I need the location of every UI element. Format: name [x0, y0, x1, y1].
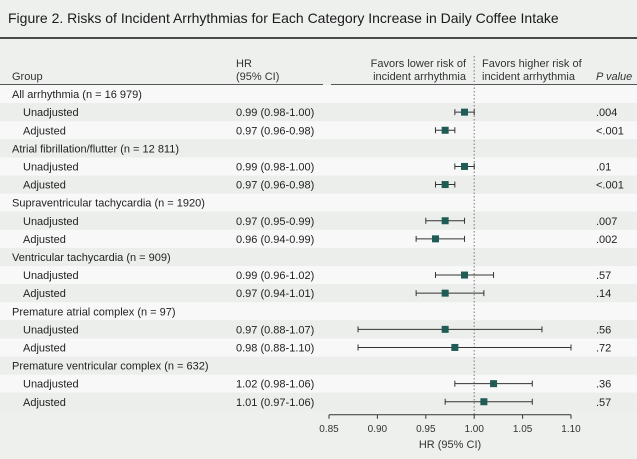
- row-stripe: [0, 284, 637, 303]
- point-estimate-marker: [441, 325, 449, 333]
- hr-ci-value: 0.99 (0.98-1.00): [236, 107, 314, 119]
- figure-title: Figure 2. Risks of Incident Arrhythmias …: [8, 10, 559, 26]
- row-stripe: [0, 302, 637, 321]
- hr-ci-value: 0.97 (0.94-1.01): [236, 288, 314, 300]
- row-label: Adjusted: [23, 342, 66, 354]
- p-value: <.001: [596, 180, 624, 192]
- row-label: Unadjusted: [23, 270, 79, 282]
- hr-ci-value: 1.01 (0.97-1.06): [236, 397, 314, 409]
- row-label: Unadjusted: [23, 161, 79, 173]
- hr-ci-value: 0.99 (0.96-1.02): [236, 270, 314, 282]
- row-stripe: [0, 338, 637, 357]
- favors-lower-header-line2: incident arrhythmia: [373, 71, 467, 83]
- row-stripe: [0, 374, 637, 393]
- hr-ci-value: 0.99 (0.98-1.00): [236, 161, 314, 173]
- p-value: .57: [596, 270, 611, 282]
- row-stripe: [0, 392, 637, 411]
- point-estimate-marker: [431, 235, 439, 243]
- group-label: Atrial fibrillation/flutter (n = 12 811): [12, 143, 179, 155]
- hr-ci-value: 1.02 (0.98-1.06): [236, 379, 314, 391]
- point-estimate-marker: [480, 398, 488, 406]
- point-estimate-marker: [441, 181, 449, 189]
- favors-higher-header: Favors higher risk of: [482, 58, 583, 70]
- row-label: Unadjusted: [23, 379, 79, 391]
- title-rule: [0, 37, 637, 39]
- row-label: Adjusted: [23, 125, 66, 137]
- point-estimate-marker: [461, 162, 469, 170]
- hr-ci-value: 0.98 (0.88-1.10): [236, 342, 314, 354]
- row-stripe: [0, 356, 637, 375]
- point-estimate-marker: [461, 271, 469, 279]
- row-stripe: [0, 320, 637, 339]
- row-stripe: [0, 229, 637, 248]
- p-value: .56: [596, 324, 611, 336]
- p-value: .004: [596, 107, 617, 119]
- p-value: .57: [596, 397, 611, 409]
- p-value-column-header: P value: [596, 71, 632, 83]
- x-tick-label: 0.90: [368, 424, 388, 435]
- row-label: Adjusted: [23, 180, 66, 192]
- x-tick-label: 0.95: [416, 424, 436, 435]
- row-stripe: [0, 139, 637, 158]
- row-label: Adjusted: [23, 234, 66, 246]
- group-label: Premature atrial complex (n = 97): [12, 306, 176, 318]
- p-value: .36: [596, 379, 611, 391]
- row-stripe: [0, 121, 637, 140]
- point-estimate-marker: [451, 343, 459, 351]
- hr-column-header: HR: [236, 58, 252, 70]
- row-stripe: [0, 193, 637, 212]
- group-label: Premature ventricular complex (n = 632): [12, 361, 209, 373]
- row-label: Adjusted: [23, 288, 66, 300]
- p-value: .002: [596, 234, 617, 246]
- x-tick-label: 1.05: [513, 424, 533, 435]
- hr-ci-value: 0.97 (0.96-0.98): [236, 125, 314, 137]
- favors-lower-header: Favors lower risk of: [371, 58, 467, 70]
- x-axis-label: HR (95% CI): [419, 439, 481, 451]
- point-estimate-marker: [461, 108, 469, 116]
- x-tick-label: 1.10: [561, 424, 581, 435]
- row-stripe: [0, 103, 637, 122]
- group-label: Supraventricular tachycardia (n = 1920): [12, 198, 205, 210]
- row-label: Adjusted: [23, 397, 66, 409]
- favors-higher-header-line2: incident arrhythmia: [482, 71, 576, 83]
- hr-ci-value: 0.97 (0.88-1.07): [236, 324, 314, 336]
- row-stripe: [0, 247, 637, 266]
- p-value: <.001: [596, 125, 624, 137]
- p-value: .14: [596, 288, 611, 300]
- x-tick-label: 0.85: [319, 424, 339, 435]
- point-estimate-marker: [441, 126, 449, 134]
- hr-ci-value: 0.97 (0.96-0.98): [236, 180, 314, 192]
- p-value: .007: [596, 216, 617, 228]
- group-label: Ventricular tachycardia (n = 909): [12, 252, 171, 264]
- p-value: .01: [596, 161, 611, 173]
- row-label: Unadjusted: [23, 216, 79, 228]
- p-value: .72: [596, 342, 611, 354]
- group-column-header: Group: [12, 71, 43, 83]
- ci-column-header: (95% CI): [236, 71, 279, 83]
- row-stripe: [0, 211, 637, 230]
- point-estimate-marker: [490, 380, 498, 388]
- group-label: All arrhythmia (n = 16 979): [12, 89, 142, 101]
- row-stripe: [0, 157, 637, 176]
- point-estimate-marker: [441, 217, 449, 225]
- row-stripe: [0, 175, 637, 194]
- row-label: Unadjusted: [23, 324, 79, 336]
- x-tick-label: 1.00: [464, 424, 484, 435]
- hr-ci-value: 0.97 (0.95-0.99): [236, 216, 314, 228]
- hr-ci-value: 0.96 (0.94-0.99): [236, 234, 314, 246]
- row-stripe: [0, 266, 637, 285]
- point-estimate-marker: [441, 289, 449, 297]
- row-label: Unadjusted: [23, 107, 79, 119]
- row-stripe: [0, 85, 637, 104]
